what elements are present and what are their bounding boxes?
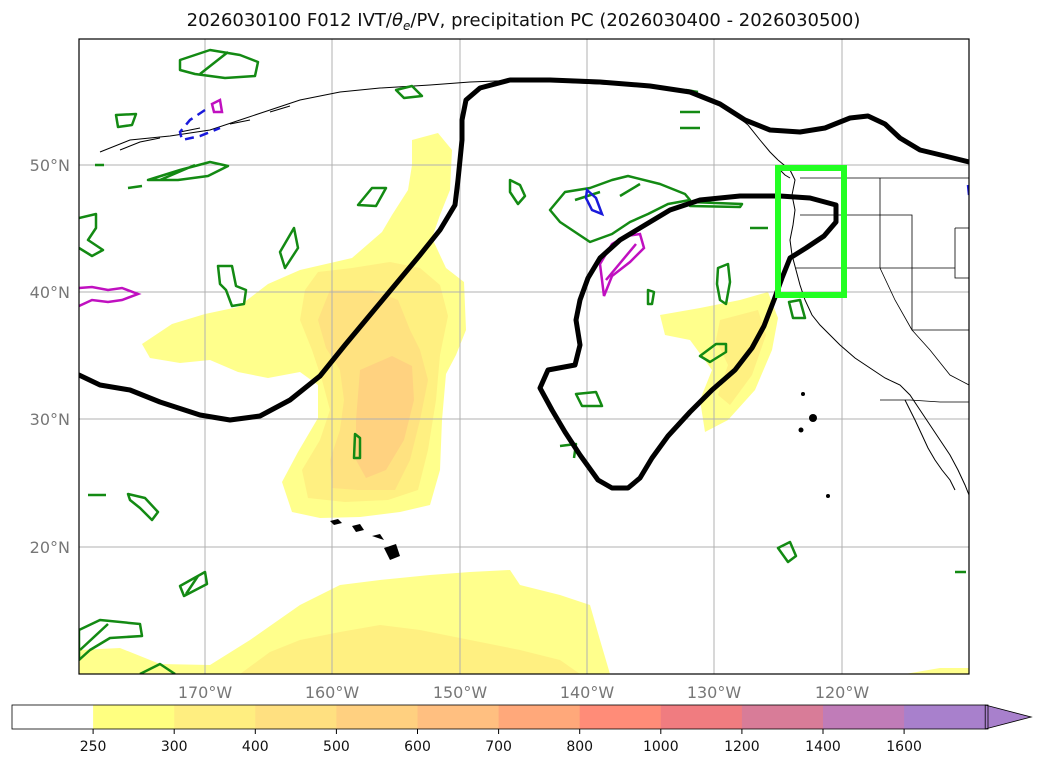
longitude-labels: 170°W 160°W 150°W 140°W 130°W 120°W xyxy=(178,683,870,702)
colorbar-cell xyxy=(174,705,256,729)
lon-label-140w: 140°W xyxy=(560,683,615,702)
baja xyxy=(904,399,956,491)
colorbar-cell xyxy=(417,705,500,729)
colorbar: 250 300 400 500 600 700 800 1000 1200 1400 1600 xyxy=(11,704,1033,755)
lon-label-160w: 160°W xyxy=(305,683,360,702)
aleutians xyxy=(119,105,291,151)
colorbar-tick-label: 800 xyxy=(566,739,593,755)
colorbar-tick-label: 1600 xyxy=(886,739,922,755)
colorbar-tick-label: 1400 xyxy=(805,739,841,755)
lon-label-130w: 130°W xyxy=(687,683,742,702)
plot-frame xyxy=(78,38,970,675)
magenta-contours xyxy=(79,98,646,308)
lat-label-40: 40°N xyxy=(30,283,70,302)
ivt-band-east-300 xyxy=(716,310,766,405)
ivt-band-far-east xyxy=(905,668,969,674)
colorbar-tick-label: 250 xyxy=(80,739,107,755)
colorbar-tick-label: 700 xyxy=(485,739,512,755)
colorbar-cell xyxy=(823,705,905,729)
colorbar-cell xyxy=(579,705,662,729)
colorbar-tick-label: 300 xyxy=(161,739,188,755)
green-contours xyxy=(79,48,966,674)
colorbar-tick-label: 500 xyxy=(323,739,350,755)
political-borders xyxy=(796,177,969,403)
colorbar-tick-label: 1200 xyxy=(724,739,760,755)
colorbar-cells xyxy=(12,705,986,729)
colorbar-extend-arrow xyxy=(984,704,1033,730)
lon-label-170w: 170°W xyxy=(178,683,233,702)
colorbar-cell xyxy=(660,705,743,729)
colorbar-tick-label: 1000 xyxy=(643,739,679,755)
colorbar-tick-label: 600 xyxy=(404,739,431,755)
lon-label-150w: 150°W xyxy=(433,683,488,702)
colorbar-cell xyxy=(12,705,94,729)
pv-contour xyxy=(79,77,969,491)
colorbar-cell xyxy=(498,705,581,729)
west-coast xyxy=(777,159,969,496)
hawaii-islands xyxy=(330,392,830,560)
ivt-band-central-500 xyxy=(356,356,414,478)
lat-label-50: 50°N xyxy=(30,156,70,175)
colorbar-ticks: 250 300 400 500 600 700 800 1000 1200 1400 1600 xyxy=(80,729,922,755)
colorbar-frame xyxy=(11,704,989,730)
lat-label-30: 30°N xyxy=(30,410,70,429)
colorbar-cell xyxy=(741,705,824,729)
colorbar-cell xyxy=(93,705,175,729)
target-region-box xyxy=(775,165,847,298)
colorbar-cell xyxy=(255,705,337,729)
lon-label-120w: 120°W xyxy=(815,683,870,702)
colorbar-cell xyxy=(904,705,986,729)
latitude-labels: 50°N 40°N 30°N 20°N xyxy=(30,156,70,557)
colorbar-cell xyxy=(336,705,419,729)
ivt-shading xyxy=(79,133,969,674)
map-title: 2026030100 F012 IVT/θe/PV, precipitation… xyxy=(186,10,861,33)
lat-label-20: 20°N xyxy=(30,538,70,557)
colorbar-tick-label: 400 xyxy=(242,739,269,755)
ivt-band-south-300 xyxy=(240,625,580,674)
